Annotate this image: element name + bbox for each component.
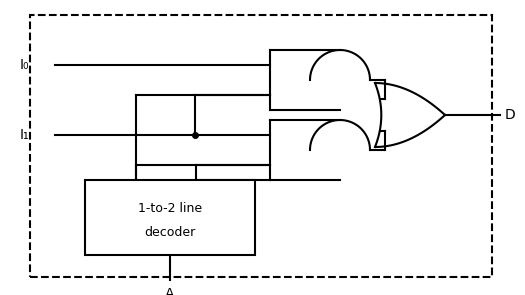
Text: D: D	[505, 108, 516, 122]
Text: I₁: I₁	[20, 128, 29, 142]
Text: decoder: decoder	[144, 226, 196, 239]
Text: 1-to-2 line: 1-to-2 line	[138, 202, 202, 215]
Text: I₀: I₀	[20, 58, 29, 72]
Text: A: A	[165, 287, 175, 295]
FancyBboxPatch shape	[85, 180, 255, 255]
